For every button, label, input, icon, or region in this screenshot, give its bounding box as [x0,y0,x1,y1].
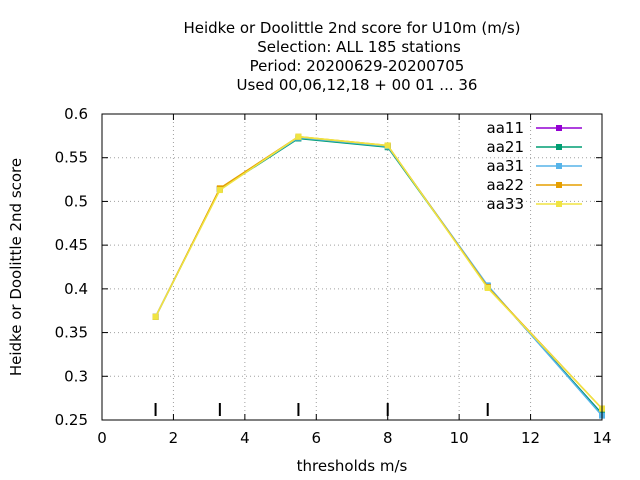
y-tick-label: 0.45 [55,236,88,254]
x-tick-label: 10 [450,429,469,447]
title-line-3: Period: 20200629-20200705 [250,57,465,75]
x-tick-label: 4 [240,429,250,447]
y-axis-ticks: 0.25 0.3 0.35 0.4 0.45 0.5 0.55 0.6 [55,105,602,429]
legend-item-aa31: aa31 [487,157,582,175]
legend-item-aa22: aa22 [487,176,582,194]
x-tick-label: 12 [521,429,540,447]
series-line [154,137,603,415]
plot-frame [101,113,603,421]
legend-marker [556,201,562,207]
series-aa33 [152,133,605,412]
series-line [154,136,603,415]
title-line-2: Selection: ALL 185 stations [257,38,461,56]
y-tick-label: 0.35 [55,324,88,342]
legend-item-aa11: aa11 [487,119,582,137]
x-tick-label: 6 [312,429,322,447]
data-point [216,187,223,194]
legend-label: aa22 [487,176,524,194]
x-tick-label: 8 [383,429,393,447]
y-axis-label: Heidke or Doolittle 2nd score [7,158,25,376]
series-aa21 [152,135,605,417]
data-point [384,142,391,149]
legend-item-aa21: aa21 [487,138,582,156]
series-line [154,135,603,410]
legend-label: aa33 [487,195,524,213]
x-tick-label: 0 [97,429,107,447]
legend-marker [556,144,562,150]
legend-label: aa21 [487,138,524,156]
y-tick-label: 0.25 [55,411,88,429]
title-line-4: Used 00,06,12,18 + 00 01 ... 36 [237,76,478,94]
legend-marker [556,163,562,169]
x-tick-label: 14 [592,429,611,447]
x-tick-label: 2 [169,429,179,447]
threshold-markers [154,403,489,416]
grid [102,114,602,420]
data-point [295,133,302,140]
legend-marker [556,182,562,188]
series-aa22 [152,133,605,412]
x-axis-label: thresholds m/s [297,457,408,475]
y-tick-label: 0.55 [55,149,88,167]
y-tick-label: 0.3 [64,367,88,385]
legend-item-aa33: aa33 [487,195,582,213]
x-axis-ticks: 0 2 4 6 8 10 12 14 [97,114,612,447]
legend-label: aa11 [487,119,524,137]
y-tick-label: 0.5 [64,192,88,210]
legend-label: aa31 [487,157,524,175]
y-tick-label: 0.6 [64,105,88,123]
y-tick-label: 0.4 [64,280,88,298]
series-line [154,135,603,410]
data-point [152,313,159,320]
series-group [152,133,605,419]
legend-marker [556,125,562,131]
series-aa11 [152,134,605,417]
title-line-1: Heidke or Doolittle 2nd score for U10m (… [183,19,520,37]
series-line [154,136,603,417]
chart-title: Heidke or Doolittle 2nd score for U10m (… [183,19,520,94]
data-point [484,284,491,291]
